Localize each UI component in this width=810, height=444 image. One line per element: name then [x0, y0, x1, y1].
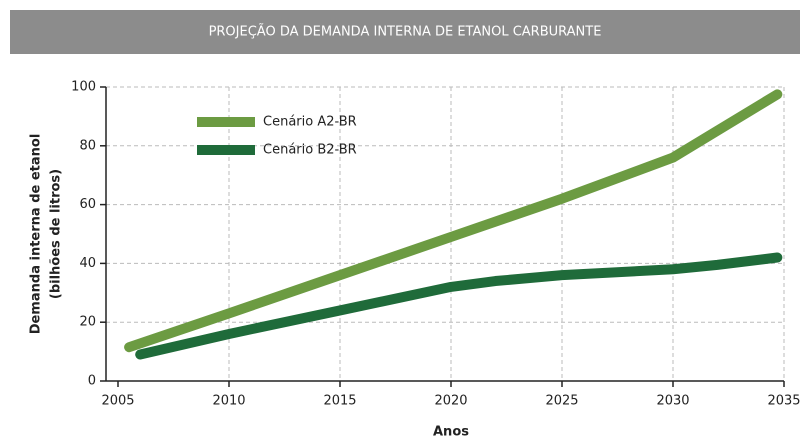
x-tick-label: 2005	[101, 394, 134, 409]
x-tick-label: 2025	[545, 394, 578, 409]
x-tick-label: 2020	[434, 394, 467, 409]
legend-label: Cenário A2-BR	[263, 115, 357, 130]
y-tick-label: 100	[71, 80, 96, 95]
y-tick-label: 80	[79, 138, 96, 153]
y-axis-label: (bilhões de litros)	[49, 169, 64, 299]
x-tick-label: 2015	[323, 394, 356, 409]
x-tick-label: 2030	[656, 394, 689, 409]
y-axis-label: Demanda interna de etanol	[29, 134, 44, 335]
title-banner	[10, 10, 800, 54]
legend-label: Cenário B2-BR	[263, 143, 357, 158]
series-line	[124, 89, 783, 353]
y-tick-label: 20	[79, 315, 96, 330]
y-tick-label: 0	[88, 374, 96, 389]
y-tick-label: 60	[79, 197, 96, 212]
chart-title: PROJEÇÃO DA DEMANDA INTERNA DE ETANOL CA…	[209, 24, 602, 40]
x-tick-label: 2035	[767, 394, 800, 409]
x-tick-label: 2010	[212, 394, 245, 409]
series-line	[135, 252, 783, 360]
y-tick-label: 40	[79, 256, 96, 271]
x-axis-label: Anos	[433, 425, 469, 440]
